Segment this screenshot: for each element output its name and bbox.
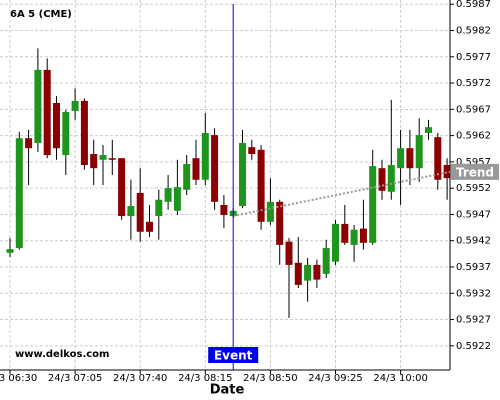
candle-body <box>406 148 414 169</box>
candle-body <box>25 138 33 149</box>
candle-body <box>108 158 116 160</box>
y-tick-label: 0.5952 <box>456 183 491 194</box>
x-tick-label: 24/3 08:50 <box>243 373 297 384</box>
x-tick-label: 24/3 08:15 <box>178 373 232 384</box>
x-tick-label: 24/3 07:05 <box>48 373 102 384</box>
y-tick-label: 0.5982 <box>456 25 491 36</box>
candle-body <box>294 262 302 285</box>
candles <box>6 48 451 318</box>
candle-body <box>248 147 256 154</box>
candle-body <box>313 264 321 280</box>
candle-body <box>415 135 423 169</box>
x-tick-label: 24/3 10:00 <box>373 373 427 384</box>
y-tick-label: 0.5967 <box>456 104 491 115</box>
candle-body <box>276 201 284 245</box>
candle-body <box>211 135 219 202</box>
candle-body <box>62 111 70 156</box>
overlay: Trend Event <box>208 4 499 370</box>
y-tick-label: 0.5932 <box>456 288 491 299</box>
candle-body <box>127 206 135 217</box>
candle-body <box>443 165 451 179</box>
y-tick-label: 0.5927 <box>456 315 491 326</box>
candle-body <box>192 158 200 180</box>
candle-body <box>34 69 42 143</box>
event-label-box <box>208 347 259 363</box>
y-tick-label: 0.5937 <box>456 262 491 273</box>
candle-body <box>369 166 377 243</box>
candle-body <box>155 199 163 217</box>
y-tick-label: 0.5942 <box>456 236 491 247</box>
x-axis-label: Date <box>210 383 245 398</box>
candle-body <box>71 100 79 111</box>
trend-line <box>233 170 451 217</box>
candle-body <box>378 168 386 191</box>
y-tick-label: 0.5977 <box>456 52 491 63</box>
candle-body <box>332 223 339 262</box>
chart-title: 6A 5 (CME) <box>10 9 72 20</box>
candle-body <box>387 165 395 192</box>
candle-body <box>53 103 60 149</box>
candle-body <box>173 187 181 211</box>
candle-body <box>341 223 349 243</box>
candle-body <box>146 221 153 232</box>
candle-body <box>359 228 367 243</box>
y-tick-label: 0.5947 <box>456 209 491 220</box>
candle-body <box>239 142 246 207</box>
candle-body <box>43 69 51 156</box>
candle-body <box>80 100 88 166</box>
candle-body <box>118 158 126 217</box>
candle-body <box>285 241 293 265</box>
candle-body <box>304 264 312 281</box>
candle-body <box>425 127 432 133</box>
x-tick-label: 24/3 07:40 <box>113 373 167 384</box>
trend-label: Trend <box>456 165 494 179</box>
candle-body <box>136 192 144 232</box>
candle-body <box>90 153 98 169</box>
event-label: Event <box>214 349 253 363</box>
candle-body <box>397 148 405 169</box>
candle-body <box>164 188 172 202</box>
y-tick-label: 0.5962 <box>456 131 491 142</box>
candle-body <box>350 229 358 245</box>
y-tick-label: 0.5922 <box>456 341 491 352</box>
candle-body <box>15 138 23 249</box>
y-tick-label: 0.5987 <box>456 0 491 10</box>
y-tick-label: 0.5972 <box>456 78 491 89</box>
candle-body <box>99 155 107 160</box>
x-tick-label: 24/3 06:30 <box>0 373 37 384</box>
y-tick-label: 0.5957 <box>456 157 491 168</box>
trend-label-box <box>451 163 499 180</box>
x-tick-label: 24/3 09:25 <box>308 373 362 384</box>
watermark: www.delkos.com <box>15 349 109 360</box>
candle-body <box>266 201 274 222</box>
candle-body <box>257 149 265 222</box>
candle-body <box>201 132 209 180</box>
candle-body <box>6 249 14 253</box>
candle-body <box>220 204 228 215</box>
candle-body <box>434 137 442 180</box>
candle-body <box>322 248 330 274</box>
candle-body <box>183 163 191 190</box>
